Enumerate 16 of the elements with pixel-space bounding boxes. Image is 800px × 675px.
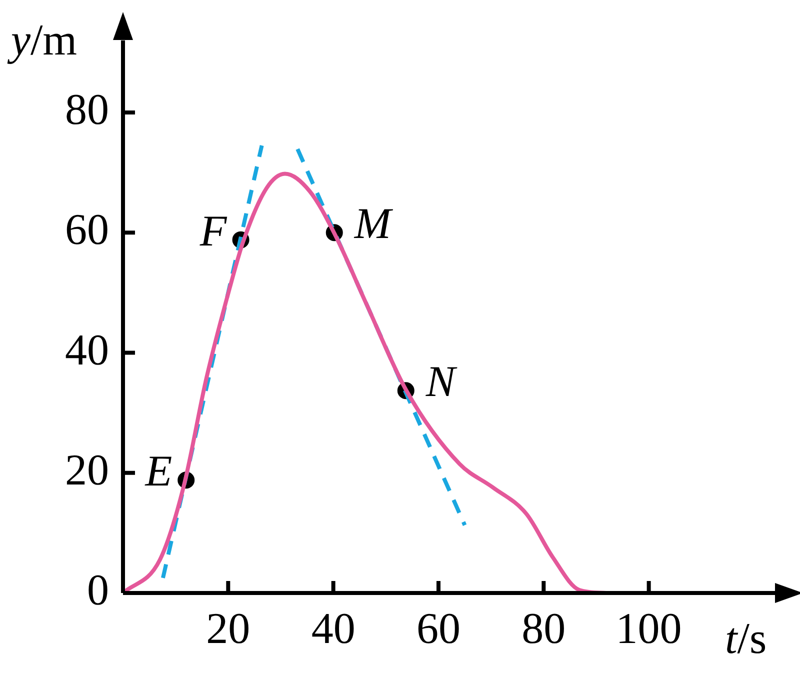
annotation: M	[353, 199, 394, 248]
x-axis-title: t/s	[725, 614, 767, 663]
x-tick-label: 60	[416, 604, 460, 653]
y-tick-label: 20	[65, 445, 109, 494]
y-tick-label: 60	[65, 205, 109, 254]
annotation: E	[144, 446, 172, 496]
x-tick-label: 20	[206, 604, 250, 653]
y-tick-label: 80	[65, 85, 109, 134]
annotation: N	[424, 357, 458, 406]
y-axis-title: y/m	[7, 15, 77, 64]
y-tick-label: 40	[65, 325, 109, 374]
x-tick-label: 80	[522, 604, 566, 653]
y-tick-label: 0	[87, 566, 109, 615]
annotation: F	[198, 206, 228, 256]
x-tick-label: 100	[616, 604, 682, 653]
x-tick-label: 40	[311, 604, 356, 653]
